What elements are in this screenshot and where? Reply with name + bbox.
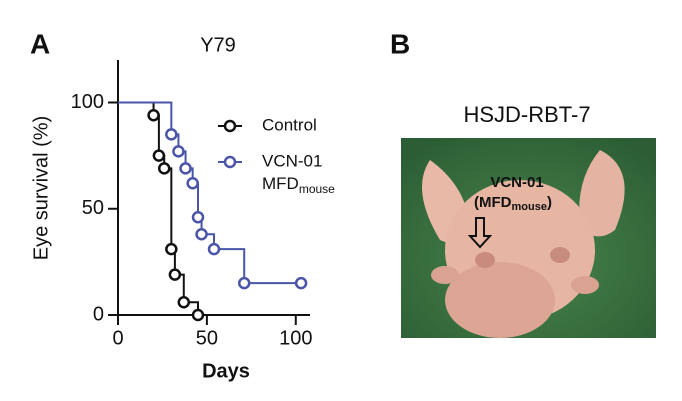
censor-marker (191, 308, 205, 322)
survival-line (118, 101, 199, 315)
censor-marker (157, 162, 171, 175)
censor-marker (172, 145, 185, 158)
panel-label: B (390, 28, 410, 59)
arrow (467, 217, 493, 249)
annotation: (MFD (474, 194, 512, 211)
y-tick-label: 100 (71, 91, 104, 113)
y-axis-label: Eye survival (%) (30, 116, 52, 260)
photo (401, 138, 656, 338)
legend-label: MFD (262, 174, 299, 193)
censor-marker (165, 242, 178, 256)
x-tick-label: 100 (279, 327, 312, 349)
legend-label: VCN-01 (262, 151, 322, 170)
x-tick-label: 50 (196, 327, 218, 349)
censor-marker (168, 268, 182, 281)
legend-marker (223, 155, 237, 169)
legend-label: MFDmouse (262, 174, 335, 196)
legend-label-sub: mouse (299, 182, 335, 196)
censor-marker (186, 177, 199, 190)
annotation: ) (547, 194, 552, 211)
legend-marker (223, 119, 237, 133)
x-axis-label: Days (202, 360, 250, 382)
x-tick-label: 0 (112, 327, 123, 349)
censor-marker (179, 162, 192, 175)
censor-marker (191, 211, 205, 224)
censor-marker (195, 228, 208, 241)
annotation: VCN-01 (490, 174, 543, 191)
censor-marker (294, 276, 308, 290)
legend-label: Control (262, 115, 317, 134)
annotation-sub: mouse (512, 201, 547, 213)
annotation: (MFDmouse) (474, 194, 552, 213)
censor-marker (177, 296, 191, 309)
panel-title: HSJD-RBT-7 (463, 102, 590, 127)
censor-marker (237, 276, 251, 290)
y-tick-label: 0 (93, 303, 104, 325)
y-tick-label: 50 (82, 197, 104, 219)
censor-marker (152, 149, 166, 162)
chart-title: Y79 (200, 34, 236, 56)
panel-label: A (30, 28, 50, 59)
censor-marker (207, 242, 221, 256)
censor-marker (165, 128, 178, 141)
censor-marker (147, 109, 160, 122)
